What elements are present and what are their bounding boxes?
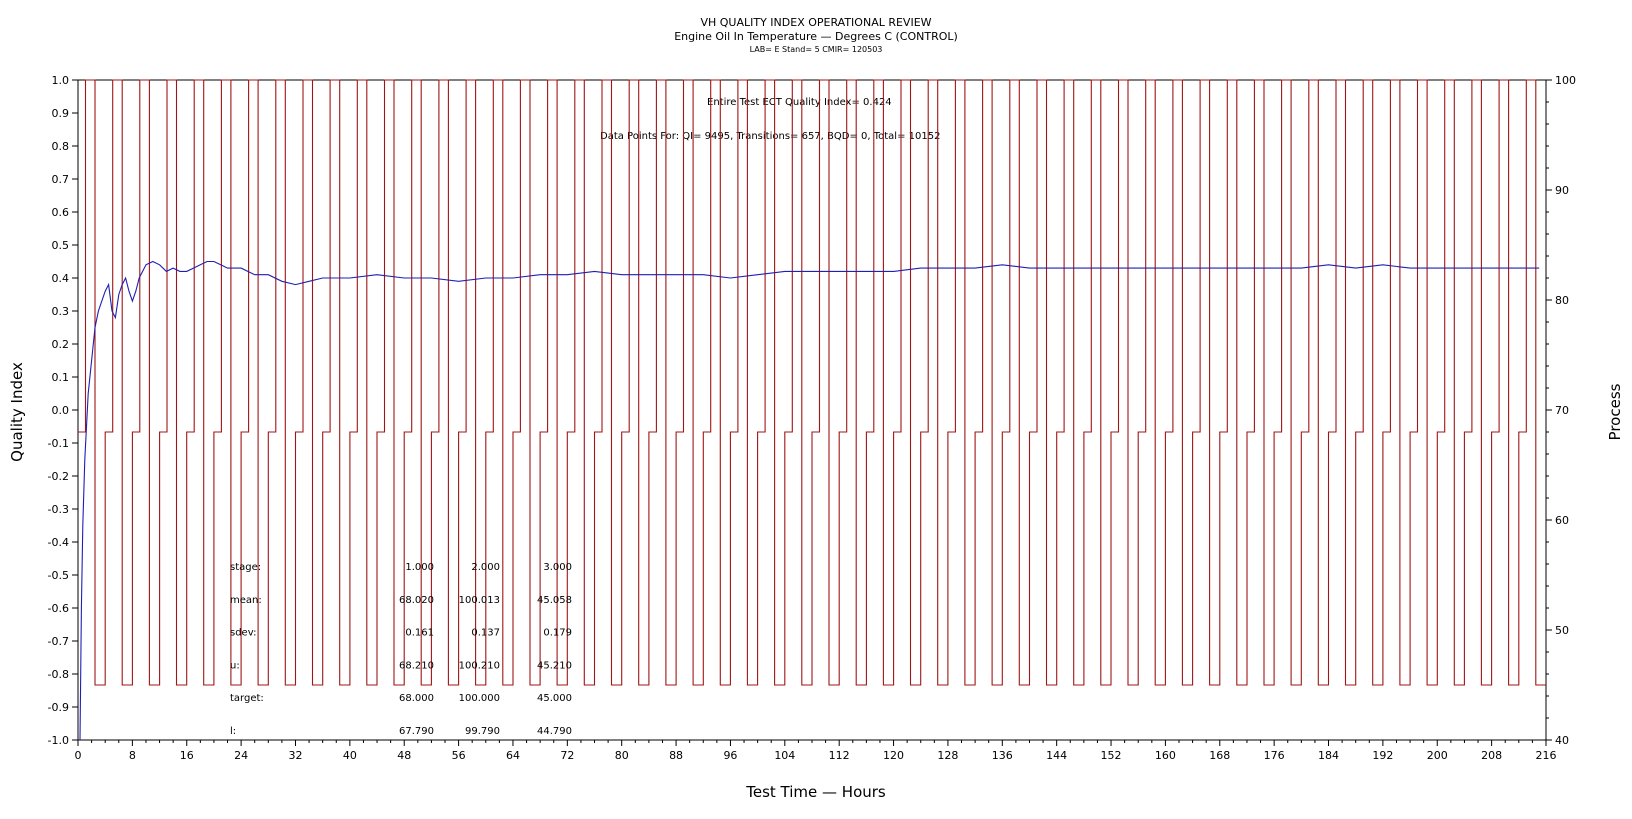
stats-row-label: stage: [230,562,261,573]
chart-title: VH QUALITY INDEX OPERATIONAL REVIEW [700,16,931,29]
x-tick-label: 216 [1536,749,1557,762]
y-axis: -1.0 -0.9 -0.8 -0.7 -0.6 -0.5 -0.4 -0.3 -0.2 -0.1… [48,74,78,747]
y2-tick-label: 60 [1555,514,1569,527]
qi-annotation: Entire Test ECT Quality Index= 0.424 [707,97,892,108]
stats-table: stage: 1.000 2.000 3.000 mean: 68.020 100.013 4… [230,562,572,737]
y-tick-label: -0.6 [48,602,69,615]
x-tick-label: 96 [723,749,737,762]
y2-axis: 40 50 60 70 80 90 100 [1546,74,1576,747]
y-tick-label: 0.0 [52,404,70,417]
y-tick-label: 0.2 [52,338,70,351]
y-tick-label: 0.9 [52,107,70,120]
x-tick-label: 32 [288,749,302,762]
stats-value: 0.137 [471,628,500,639]
stats-value: 68.000 [399,693,434,704]
x-tick-label: 152 [1101,749,1122,762]
stats-value: 67.790 [399,726,434,737]
x-tick-label: 128 [937,749,958,762]
y2-tick-label: 70 [1555,404,1569,417]
y-tick-label: 0.8 [52,140,70,153]
y-tick-label: -0.2 [48,470,69,483]
stats-value: 100.000 [459,693,500,704]
x-tick-label: 184 [1318,749,1339,762]
y2-tick-label: 100 [1555,74,1576,87]
y-tick-label: -1.0 [48,734,69,747]
x-axis-label: Test Time — Hours [745,783,886,801]
x-tick-label: 136 [992,749,1013,762]
x-axis: 0 8 16 24 32 40 48 56 64 72 80 88 96 104 112 120 128 136 1… [75,740,1557,762]
x-tick-label: 176 [1264,749,1285,762]
stats-value: 2.000 [471,562,500,573]
x-tick-label: 40 [343,749,357,762]
stats-row-label: sdev: [230,628,256,639]
x-tick-label: 104 [774,749,795,762]
stats-value: 1.000 [405,562,434,573]
y2-axis-label: Process [1606,383,1624,440]
y-axis-label: Quality Index [8,362,26,462]
chart-subtitle: Engine Oil In Temperature — Degrees C (C… [674,30,958,43]
y-tick-label: -0.5 [48,569,69,582]
x-tick-label: 112 [829,749,850,762]
y2-tick-label: 40 [1555,734,1569,747]
stats-value: 68.020 [399,595,434,606]
x-tick-label: 208 [1481,749,1502,762]
x-tick-label: 24 [234,749,248,762]
series-layer [78,79,1546,741]
stats-row-label: u: [230,660,240,671]
stats-value: 45.000 [537,693,572,704]
stats-value: 45.210 [537,660,572,671]
y-tick-label: 1.0 [52,74,70,87]
x-tick-label: 16 [180,749,194,762]
x-tick-label: 80 [615,749,629,762]
x-tick-label: 72 [560,749,574,762]
y2-tick-label: 80 [1555,294,1569,307]
y-tick-label: -0.8 [48,668,69,681]
y-tick-label: -0.7 [48,635,69,648]
stats-value: 0.161 [405,628,434,639]
stats-row-label: l: [230,726,236,737]
x-tick-label: 160 [1155,749,1176,762]
x-tick-label: 144 [1046,749,1067,762]
x-tick-label: 168 [1209,749,1230,762]
x-tick-label: 56 [452,749,466,762]
y-tick-label: 0.6 [52,206,70,219]
chart-subtitle-2: LAB= E Stand= 5 CMIR= 120503 [750,45,883,54]
y-tick-label: 0.7 [52,173,70,186]
x-tick-label: 8 [129,749,136,762]
y-tick-label: -0.4 [48,536,69,549]
stats-value: 100.013 [459,595,500,606]
stats-row-label: target: [230,693,264,704]
x-tick-label: 64 [506,749,520,762]
stats-value: 68.210 [399,660,434,671]
stats-value: 99.790 [465,726,500,737]
y2-tick-label: 90 [1555,184,1569,197]
stats-row-label: mean: [230,595,262,606]
points-annotation: Data Points For: QI= 9495, Transitions= … [600,131,940,142]
y-tick-label: 0.5 [52,239,70,252]
y-tick-label: 0.1 [52,371,70,384]
process-line [78,79,1546,686]
y-tick-label: 0.3 [52,305,70,318]
y-tick-label: -0.1 [48,437,69,450]
y-tick-label: 0.4 [52,272,70,285]
x-tick-label: 192 [1372,749,1393,762]
x-tick-label: 200 [1427,749,1448,762]
stats-value: 44.790 [537,726,572,737]
y-tick-label: -0.9 [48,701,69,714]
stats-value: 0.179 [543,628,572,639]
quality-index-line [79,260,1540,741]
x-tick-label: 88 [669,749,683,762]
stats-value: 100.210 [459,660,500,671]
x-tick-label: 48 [397,749,411,762]
y2-tick-label: 50 [1555,624,1569,637]
y-tick-label: -0.3 [48,503,69,516]
x-tick-label: 120 [883,749,904,762]
x-tick-label: 0 [75,749,82,762]
stats-value: 45.058 [537,595,572,606]
stats-value: 3.000 [543,562,572,573]
